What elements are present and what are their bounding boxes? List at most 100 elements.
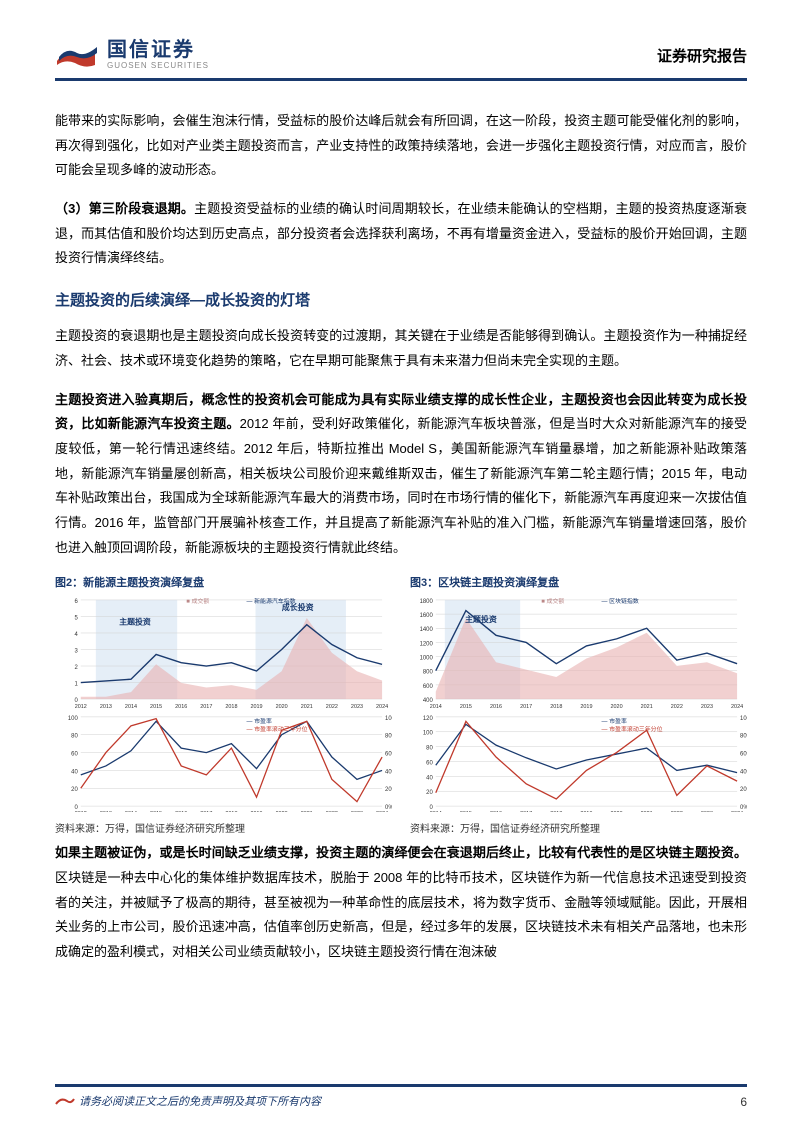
figure-2: 图2：新能源主题投资演绎复盘 0123456201220132014201520… [55,574,392,835]
svg-text:4: 4 [74,632,78,638]
svg-text:1: 1 [74,682,78,688]
svg-text:2022: 2022 [671,704,683,710]
paragraph-5-body: 区块链是一种去中心化的集体维护数据库技术，脱胎于 2008 年的比特币技术，区块… [55,870,747,959]
svg-text:2021: 2021 [641,704,653,710]
figure-3: 图3：区块链主题投资演绎复盘 4006008001000120014001600… [410,574,747,835]
svg-text:主题投资: 主题投资 [465,614,497,624]
footer-swoosh-icon [55,1095,75,1107]
svg-text:2017: 2017 [200,704,212,710]
svg-text:2019: 2019 [580,704,592,710]
svg-text:— 市盈率: — 市盈率 [246,717,271,725]
figure-3-source: 资料来源：万得，国信证券经济研究所整理 [410,820,747,835]
svg-text:2017: 2017 [520,704,532,710]
svg-text:1800: 1800 [420,599,434,605]
svg-text:2014: 2014 [125,811,137,812]
svg-text:2023: 2023 [351,811,363,812]
figure-row: 图2：新能源主题投资演绎复盘 0123456201220132014201520… [55,574,747,835]
page-header: 国信证券 GUOSEN SECURITIES 证券研究报告 [55,40,747,81]
figure-2-chart: 0123456201220132014201520162017201820192… [55,594,392,812]
svg-text:100: 100 [68,716,79,722]
svg-text:2014: 2014 [430,704,442,710]
section-title: 主题投资的后续演绎—成长投资的灯塔 [55,289,747,310]
svg-text:2013: 2013 [100,811,112,812]
svg-text:20%: 20% [740,788,747,794]
svg-text:80: 80 [71,734,78,740]
svg-text:2018: 2018 [225,811,237,812]
svg-text:2013: 2013 [100,704,112,710]
svg-text:2014: 2014 [430,811,442,812]
svg-text:2018: 2018 [550,704,562,710]
svg-text:2020: 2020 [276,811,288,812]
document-page: 国信证券 GUOSEN SECURITIES 证券研究报告 能带来的实际影响，会… [0,0,802,1133]
svg-text:60%: 60% [385,752,392,758]
svg-text:60%: 60% [740,752,747,758]
svg-text:100%: 100% [385,716,392,722]
svg-text:100: 100 [423,731,434,737]
svg-text:2018: 2018 [550,811,562,812]
svg-text:80%: 80% [385,734,392,740]
svg-text:2024: 2024 [731,811,743,812]
svg-text:2012: 2012 [75,811,87,812]
paragraph-5: 如果主题被证伪，或是长时间缺乏业绩支撑，投资主题的演绎便会在衰退期后终止，比较有… [55,841,747,964]
company-logo: 国信证券 GUOSEN SECURITIES [55,40,209,70]
paragraph-2-lead: （3）第三阶段衰退期。 [55,201,194,216]
svg-text:60: 60 [71,752,78,758]
svg-text:2017: 2017 [200,811,212,812]
svg-text:2021: 2021 [301,811,313,812]
svg-text:1600: 1600 [420,613,434,619]
svg-text:800: 800 [423,670,434,676]
logo-name-cn: 国信证券 [107,40,209,60]
figure-2-title: 图2：新能源主题投资演绎复盘 [55,574,392,590]
svg-text:2021: 2021 [641,811,653,812]
svg-text:2020: 2020 [611,811,623,812]
svg-text:2024: 2024 [731,704,743,710]
paragraph-3: 主题投资的衰退期也是主题投资向成长投资转变的过渡期，其关键在于业绩是否能够得到确… [55,324,747,373]
svg-text:主题投资: 主题投资 [119,617,151,627]
svg-text:— 市盈率: — 市盈率 [601,717,626,725]
svg-text:2020: 2020 [611,704,623,710]
svg-text:2022: 2022 [326,704,338,710]
svg-text:— 区块链指数: — 区块链指数 [601,597,638,605]
svg-text:2015: 2015 [460,704,472,710]
svg-text:1400: 1400 [420,628,434,634]
svg-text:2023: 2023 [351,704,363,710]
svg-text:2016: 2016 [175,811,187,812]
svg-text:2016: 2016 [175,704,187,710]
svg-text:2019: 2019 [250,811,262,812]
svg-text:20: 20 [426,791,433,797]
svg-text:60: 60 [426,761,433,767]
svg-text:1000: 1000 [420,656,434,662]
svg-text:2022: 2022 [671,811,683,812]
logo-text: 国信证券 GUOSEN SECURITIES [107,40,209,70]
svg-text:2: 2 [74,665,77,671]
svg-text:40: 40 [426,776,433,782]
svg-text:2023: 2023 [701,704,713,710]
svg-text:2014: 2014 [125,704,137,710]
svg-text:成长投资: 成长投资 [282,602,314,612]
svg-text:40: 40 [71,770,78,776]
svg-text:100%: 100% [740,716,747,722]
svg-text:2018: 2018 [225,704,237,710]
svg-text:20%: 20% [385,788,392,794]
paragraph-4-body: 2012 年前，受利好政策催化，新能源汽车板块普涨，但是当时大众对新能源汽车的接… [55,416,747,554]
footer-disclaimer: 请务必阅读正文之后的免责声明及其项下所有内容 [79,1093,321,1109]
paragraph-4: 主题投资进入验真期后，概念性的投资机会可能成为具有实际业绩支撑的成长性企业，主题… [55,388,747,561]
report-type-label: 证券研究报告 [657,45,747,66]
svg-text:2016: 2016 [490,811,502,812]
svg-text:2019: 2019 [250,704,262,710]
svg-text:2012: 2012 [75,704,87,710]
footer-left: 请务必阅读正文之后的免责声明及其项下所有内容 [55,1093,321,1109]
page-footer: 请务必阅读正文之后的免责声明及其项下所有内容 6 [55,1084,747,1109]
svg-text:2015: 2015 [460,811,472,812]
paragraph-2: （3）第三阶段衰退期。主题投资受益标的业绩的确认时间周期较长，在业绩未能确认的空… [55,197,747,271]
svg-text:■ 成交额: ■ 成交额 [541,597,564,605]
svg-text:6: 6 [74,599,78,605]
svg-text:5: 5 [74,616,78,622]
page-number: 6 [740,1095,747,1109]
logo-icon [55,41,99,69]
svg-text:■ 成交额: ■ 成交额 [186,597,209,605]
svg-text:2020: 2020 [276,704,288,710]
svg-text:2024: 2024 [376,704,388,710]
svg-text:2022: 2022 [326,811,338,812]
svg-text:— 市盈率滚动三年分位: — 市盈率滚动三年分位 [246,725,307,733]
